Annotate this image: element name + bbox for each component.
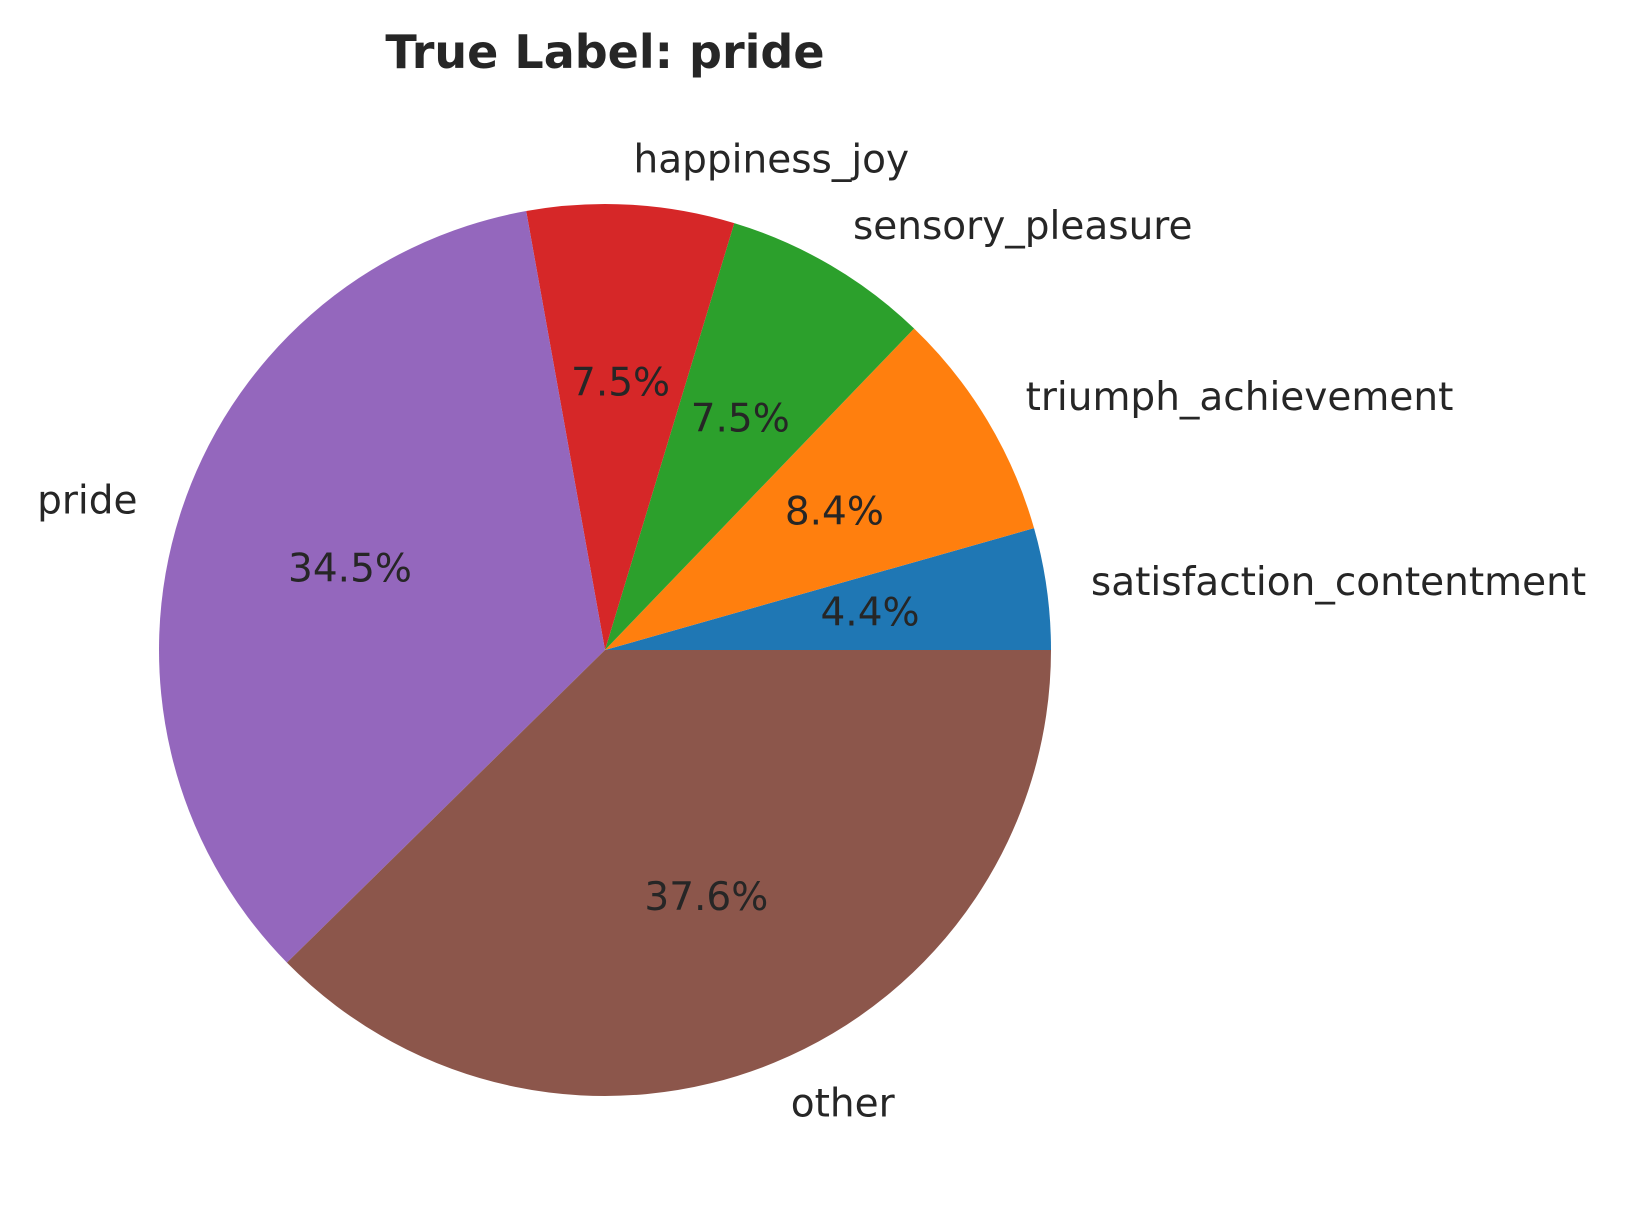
pie-slices bbox=[159, 204, 1051, 1096]
slice-label-happiness-joy: happiness_joy bbox=[634, 138, 910, 183]
pie-slice-satisfaction-contentment bbox=[605, 528, 1051, 650]
pie-labels: satisfaction_contentment 4.4% triumph_achi… bbox=[37, 138, 1586, 1127]
pie-slice-sensory-pleasure bbox=[605, 223, 915, 650]
pie-slice-triumph-achievement bbox=[605, 328, 1035, 650]
slice-percent-other: 37.6% bbox=[644, 875, 768, 920]
pie-slice-happiness-joy bbox=[526, 204, 735, 651]
slice-label-sensory-pleasure: sensory_pleasure bbox=[853, 204, 1193, 249]
pie-slice-other bbox=[286, 650, 1051, 1096]
slice-percent-triumph-achievement: 8.4% bbox=[785, 490, 884, 535]
slice-label-other: other bbox=[791, 1082, 896, 1127]
slice-percent-pride: 34.5% bbox=[288, 546, 412, 591]
chart-title: True Label: pride bbox=[385, 25, 824, 79]
slice-percent-happiness-joy: 7.5% bbox=[571, 360, 670, 405]
slice-label-satisfaction-contentment: satisfaction_contentment bbox=[1091, 560, 1586, 605]
slice-percent-sensory-pleasure: 7.5% bbox=[691, 397, 790, 442]
slice-label-pride: pride bbox=[37, 479, 137, 524]
slice-label-triumph-achievement: triumph_achievement bbox=[1026, 375, 1454, 420]
pie-slice-pride bbox=[159, 211, 605, 963]
slice-percent-satisfaction-contentment: 4.4% bbox=[820, 591, 919, 636]
